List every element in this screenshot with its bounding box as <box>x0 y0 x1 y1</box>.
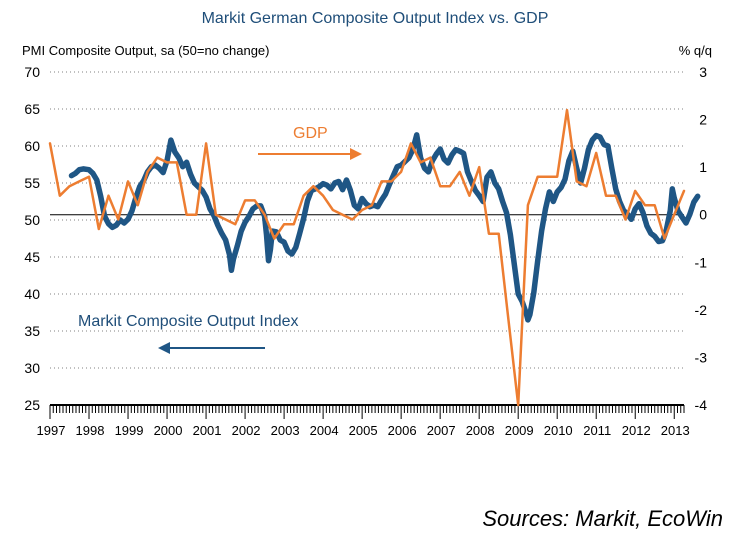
x-tick-1999: 1999 <box>115 423 144 438</box>
x-tick-2008: 2008 <box>466 423 495 438</box>
y-left-tick-60: 60 <box>24 138 40 154</box>
y-right-tick-0: 0 <box>699 207 707 223</box>
pmi-annotation: Markit Composite Output Index <box>78 313 299 330</box>
y-left-tick-35: 35 <box>24 323 40 339</box>
x-tick-2012: 2012 <box>622 423 651 438</box>
pmi-arrow-icon <box>158 342 265 354</box>
pmi-series-line <box>68 132 701 323</box>
x-tick-2011: 2011 <box>583 423 611 438</box>
y-left-tick-65: 65 <box>24 101 40 117</box>
x-tick-2007: 2007 <box>427 423 456 438</box>
chart-title: Markit German Composite Output Index vs.… <box>202 10 549 27</box>
y-right-tick--2: -2 <box>695 302 708 318</box>
x-tick-2001: 2001 <box>193 423 222 438</box>
y-left-tick-45: 45 <box>24 249 40 265</box>
x-tick-2000: 2000 <box>154 423 183 438</box>
y-right-tick-3: 3 <box>699 64 707 80</box>
series-layer <box>48 108 701 407</box>
y-right-tick--1: -1 <box>695 254 708 270</box>
x-tick-2009: 2009 <box>505 423 534 438</box>
y-right-tick--4: -4 <box>695 397 708 413</box>
x-tick-1997: 1997 <box>37 423 66 438</box>
x-tick-2010: 2010 <box>544 423 573 438</box>
annotations: GDP Markit Composite Output Index <box>78 125 362 354</box>
x-tick-2002: 2002 <box>232 423 261 438</box>
gdp-series-line <box>48 108 686 407</box>
x-tick-2006: 2006 <box>388 423 417 438</box>
gdp-arrow-icon <box>258 148 362 160</box>
x-axis: 1997 1998 1999 2000 2001 2002 2003 2004 2005 2006… <box>37 404 690 438</box>
y-axis-left-ticks: 70 65 60 55 50 45 40 35 30 25 <box>24 64 40 413</box>
source-note: Sources: Markit, EcoWin <box>482 506 723 531</box>
y-right-tick-1: 1 <box>699 159 707 175</box>
y-left-tick-40: 40 <box>24 286 40 302</box>
y-axis-right-label: % q/q <box>679 43 712 58</box>
y-axis-right-ticks: 3 2 1 0 -1 -2 -3 -4 <box>695 64 708 413</box>
y-right-tick-2: 2 <box>699 112 707 128</box>
y-left-tick-70: 70 <box>24 64 40 80</box>
x-tick-2003: 2003 <box>271 423 300 438</box>
x-tick-2004: 2004 <box>310 423 339 438</box>
y-left-tick-50: 50 <box>24 212 40 228</box>
y-left-tick-30: 30 <box>24 360 40 376</box>
y-axis-left-label: PMI Composite Output, sa (50=no change) <box>22 43 270 58</box>
x-tick-2013: 2013 <box>661 423 690 438</box>
x-tick-1998: 1998 <box>76 423 105 438</box>
y-left-tick-55: 55 <box>24 175 40 191</box>
x-tick-2005: 2005 <box>349 423 378 438</box>
y-left-tick-25: 25 <box>24 397 40 413</box>
y-right-tick--3: -3 <box>695 349 708 365</box>
gdp-annotation: GDP <box>293 125 328 142</box>
